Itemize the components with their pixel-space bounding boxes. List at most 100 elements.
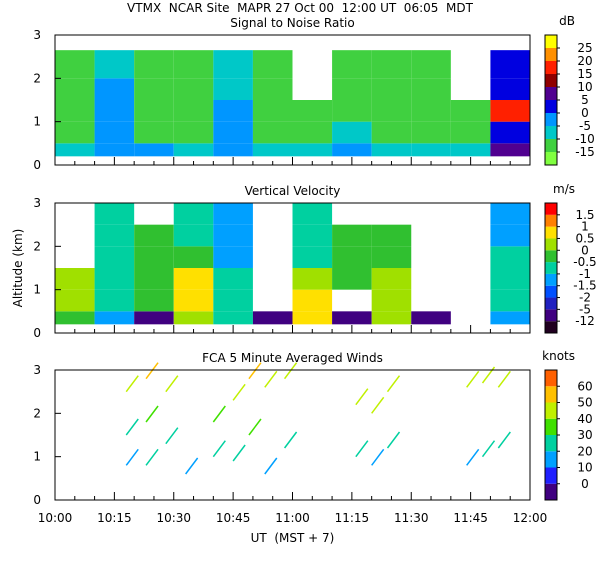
y-tick-label: 3 <box>33 196 41 210</box>
y-tick-label: 1 <box>33 283 41 297</box>
cell <box>371 224 412 247</box>
colorbar-swatch <box>545 214 557 227</box>
y-tick-label: 1 <box>33 115 41 129</box>
cell <box>490 78 530 100</box>
cell <box>252 100 293 122</box>
colorbar-label: 10 <box>577 461 592 475</box>
colorbar-label: -0.5 <box>573 255 596 269</box>
colorbar-swatch <box>545 370 557 387</box>
cell <box>213 224 253 247</box>
wind-barb <box>248 418 262 436</box>
wind-barb <box>125 375 139 393</box>
colorbar-swatch <box>545 100 557 113</box>
wind-barb <box>264 370 278 388</box>
cell <box>55 121 95 144</box>
cell <box>213 246 253 268</box>
colorbar-swatch <box>545 418 557 435</box>
wind-barb <box>283 362 298 380</box>
cell <box>450 121 491 144</box>
wind-barb <box>283 431 298 449</box>
cell <box>55 268 95 290</box>
cell <box>411 311 451 325</box>
wind-barb <box>371 396 385 414</box>
cell <box>332 50 372 79</box>
cell <box>213 100 253 122</box>
y-tick-label: 2 <box>33 239 41 253</box>
cell <box>94 224 135 247</box>
wind-barb <box>125 448 139 466</box>
colorbar-swatch <box>545 226 557 239</box>
x-tick-label: 11:15 <box>335 511 370 525</box>
x-tick-label: 11:00 <box>275 511 310 525</box>
colorbar-label: 5 <box>581 93 589 107</box>
cell <box>55 78 95 100</box>
cell <box>332 246 372 268</box>
colorbar-swatch <box>545 74 557 87</box>
colorbar-label: -5 <box>579 302 591 316</box>
colorbar-unit: dB <box>559 14 575 28</box>
cell <box>134 100 174 122</box>
cell <box>292 289 333 312</box>
colorbar-swatch <box>545 273 557 286</box>
wind-barb <box>125 418 139 436</box>
wind-barb <box>165 427 179 445</box>
panel-title: FCA 5 Minute Averaged Winds <box>202 351 383 365</box>
wind-barb <box>355 388 369 406</box>
cell <box>332 268 372 290</box>
colorbar-swatch <box>545 451 557 468</box>
wind-barb <box>386 431 401 449</box>
cell <box>450 100 491 122</box>
cell <box>490 311 530 325</box>
cell <box>134 246 174 268</box>
cell <box>173 121 214 144</box>
wind-barb <box>145 405 159 423</box>
colorbar-swatch <box>545 309 557 322</box>
cell <box>55 50 95 79</box>
colorbar-label: 20 <box>577 54 592 68</box>
cell <box>213 268 253 290</box>
cell <box>332 78 372 100</box>
cell <box>94 246 135 268</box>
colorbar-unit: knots <box>542 349 575 363</box>
cell <box>411 143 451 157</box>
cell <box>94 78 135 100</box>
cell <box>371 100 412 122</box>
colorbar-label: 0 <box>581 106 589 120</box>
colorbar-label: 0 <box>581 477 589 491</box>
colorbar-label: 25 <box>577 41 592 55</box>
cell <box>490 143 530 157</box>
colorbar-swatch <box>545 126 557 139</box>
cell <box>411 121 451 144</box>
wind-barb <box>355 440 369 458</box>
colorbar-swatch <box>545 152 557 165</box>
cell <box>371 246 412 268</box>
cell <box>252 143 293 157</box>
panel-title: Signal to Noise Ratio <box>230 16 354 30</box>
cell <box>371 268 412 290</box>
colorbar-swatch <box>545 203 557 215</box>
colorbar-swatch <box>545 87 557 100</box>
cell <box>213 143 253 157</box>
cell <box>94 143 135 157</box>
cell <box>332 224 372 247</box>
y-tick-label: 0 <box>33 158 41 172</box>
cell <box>94 268 135 290</box>
wind-barb <box>185 457 199 475</box>
cell <box>134 121 174 144</box>
cell <box>252 50 293 79</box>
cell <box>213 289 253 312</box>
colorbar-label: 40 <box>577 412 592 426</box>
colorbar-swatch <box>545 285 557 298</box>
wind-barb <box>466 370 480 388</box>
cell <box>134 78 174 100</box>
y-tick-label: 0 <box>33 326 41 340</box>
wind-barb <box>386 375 401 393</box>
cell <box>134 268 174 290</box>
colorbar-label: 50 <box>577 396 592 410</box>
colorbar-label: -15 <box>575 145 595 159</box>
colorbar-label: 10 <box>577 80 592 94</box>
cell <box>490 246 530 268</box>
colorbar-label: 15 <box>577 67 592 81</box>
cell <box>173 224 214 247</box>
